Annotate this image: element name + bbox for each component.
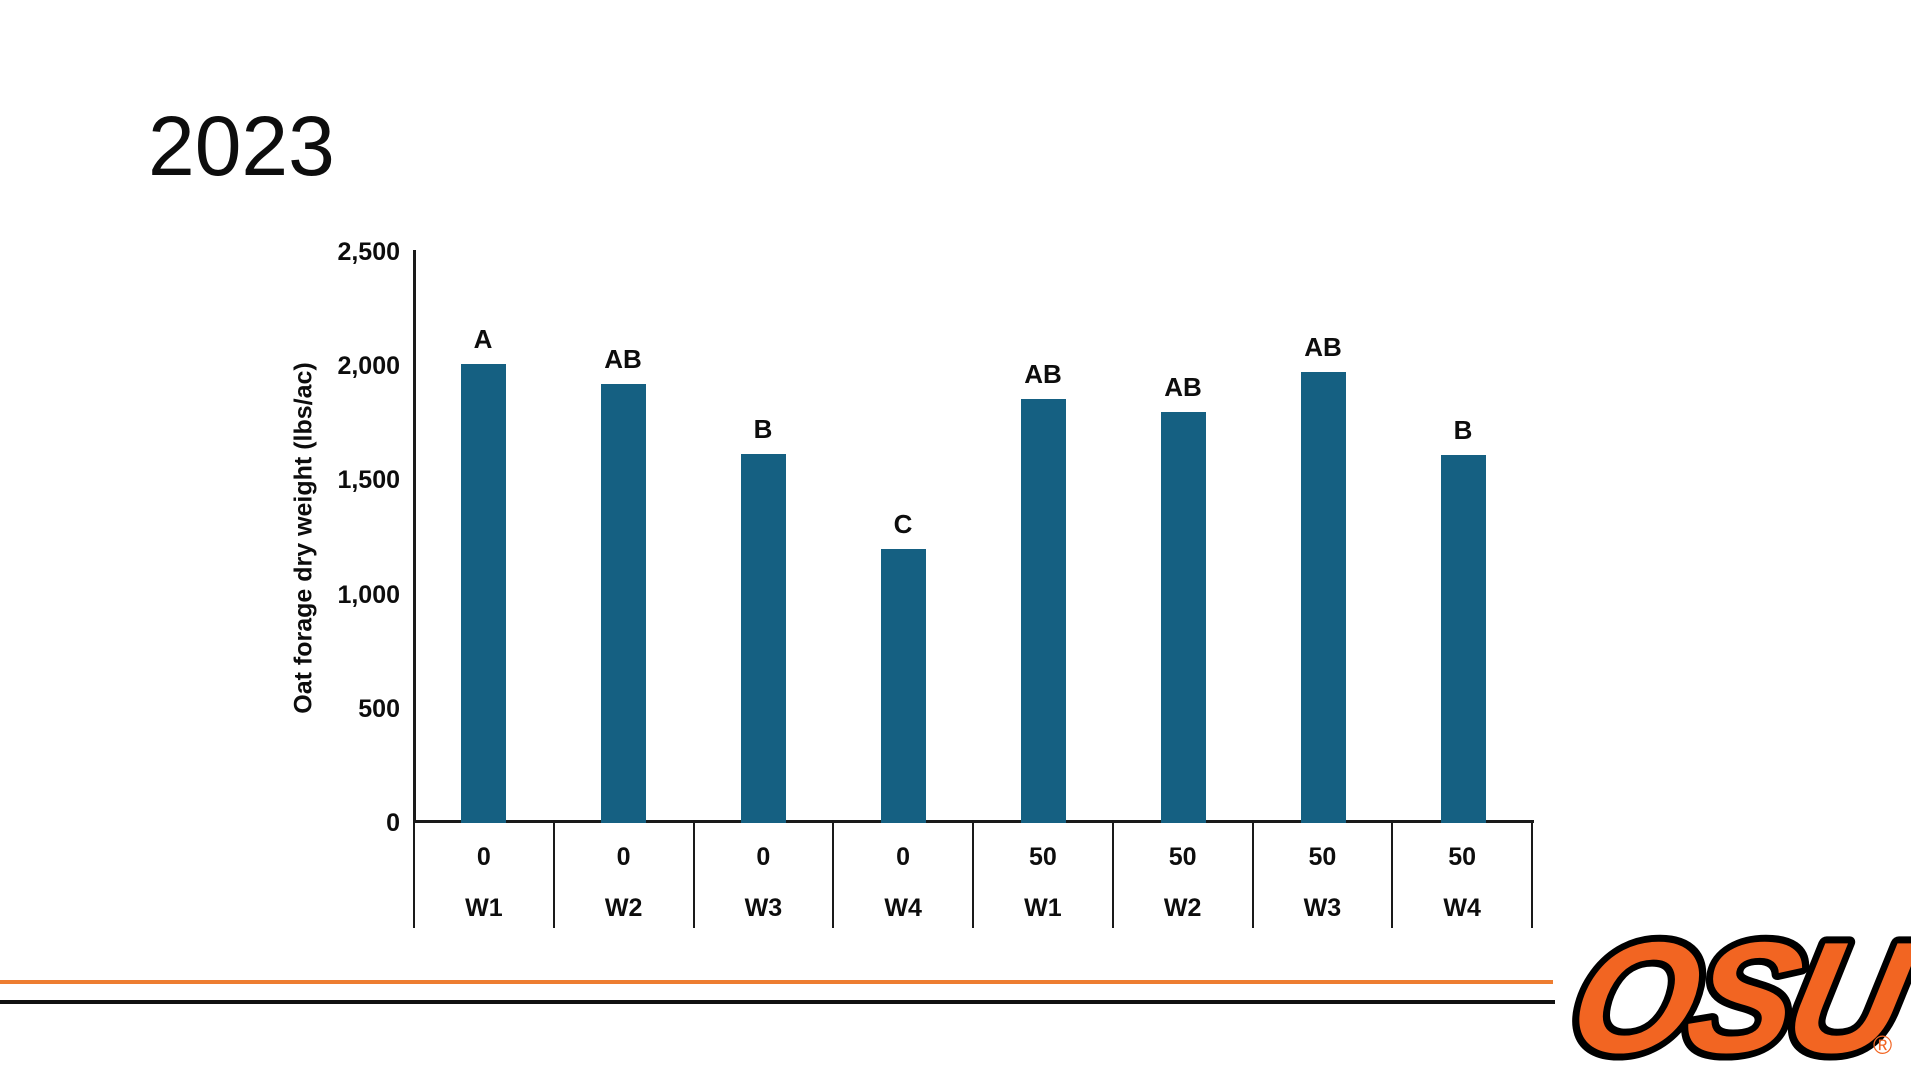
y-tick-label: 2,500 [337,238,400,266]
category-week-label: W3 [744,894,783,922]
category-n-rate-label: 0 [756,843,771,871]
significance-letter: B [1453,415,1473,446]
bar-0-w1 [460,363,506,823]
slide-title: 2023 [148,99,335,193]
category-cell: 50 W4 [1393,823,1533,928]
category-week-label: W1 [1024,894,1062,922]
category-cell: 0 W4 [834,823,974,928]
significance-letter: AB [1304,331,1342,362]
y-tick-label: 500 [358,694,400,723]
footer-black-line [0,1000,1555,1004]
category-n-rate-label: 50 [1448,843,1477,871]
significance-letter: AB [604,344,642,375]
y-axis-title: Oat forage dry weight (lbs/ac) [289,362,318,714]
bar-0-w2 [600,384,646,823]
y-tick-label: 0 [386,809,400,837]
y-tick-label: 2,000 [337,352,400,381]
category-n-rate-label: 50 [1028,843,1057,871]
category-cell: 50 W1 [974,823,1114,928]
category-week-label: W4 [1443,894,1481,922]
x-axis-category-table: 0 W1 0 W2 0 W3 0 W4 50 W1 50 W2 50 W3 50 W4 [413,823,1533,928]
category-cell: 0 W1 [415,823,555,928]
category-cell: 50 W2 [1114,823,1254,928]
y-tick-label: 1,000 [337,580,400,609]
category-week-label: W1 [465,894,503,922]
category-week-label: W2 [604,894,643,922]
significance-letter: AB [1024,359,1062,390]
bar-50-w2 [1160,411,1206,823]
category-n-rate-label: 50 [1308,843,1337,871]
category-n-rate-label: 0 [616,843,631,871]
y-axis-line [413,250,416,823]
footer-orange-line [0,980,1553,984]
category-n-rate-label: 50 [1168,843,1197,871]
registered-trademark-icon: ® [1873,1030,1892,1060]
y-tick-label: 1,500 [337,466,400,495]
significance-letter: B [753,414,773,445]
category-week-label: W3 [1303,894,1342,922]
category-cell: 0 W2 [555,823,695,928]
category-cell: 0 W3 [695,823,835,928]
significance-letter: C [893,508,913,539]
category-n-rate-label: 0 [896,843,911,871]
osu-logo: OSU ® [1549,902,1920,1080]
osu-logo-letters: OSU [1556,914,1911,1080]
bar-0-w3 [740,454,786,823]
category-n-rate-label: 0 [476,843,491,871]
category-week-label: W4 [884,894,922,922]
category-cell: 50 W3 [1254,823,1394,928]
bar-50-w4 [1440,455,1486,823]
x-axis-line [413,820,1534,823]
category-week-label: W2 [1163,894,1202,922]
bar-0-w4 [880,548,926,823]
significance-letter: AB [1164,371,1202,402]
bar-50-w3 [1300,371,1346,823]
osu-logo-graphic: OSU ® [1549,902,1920,1080]
significance-letter: A [473,323,493,354]
bar-50-w1 [1020,399,1066,823]
